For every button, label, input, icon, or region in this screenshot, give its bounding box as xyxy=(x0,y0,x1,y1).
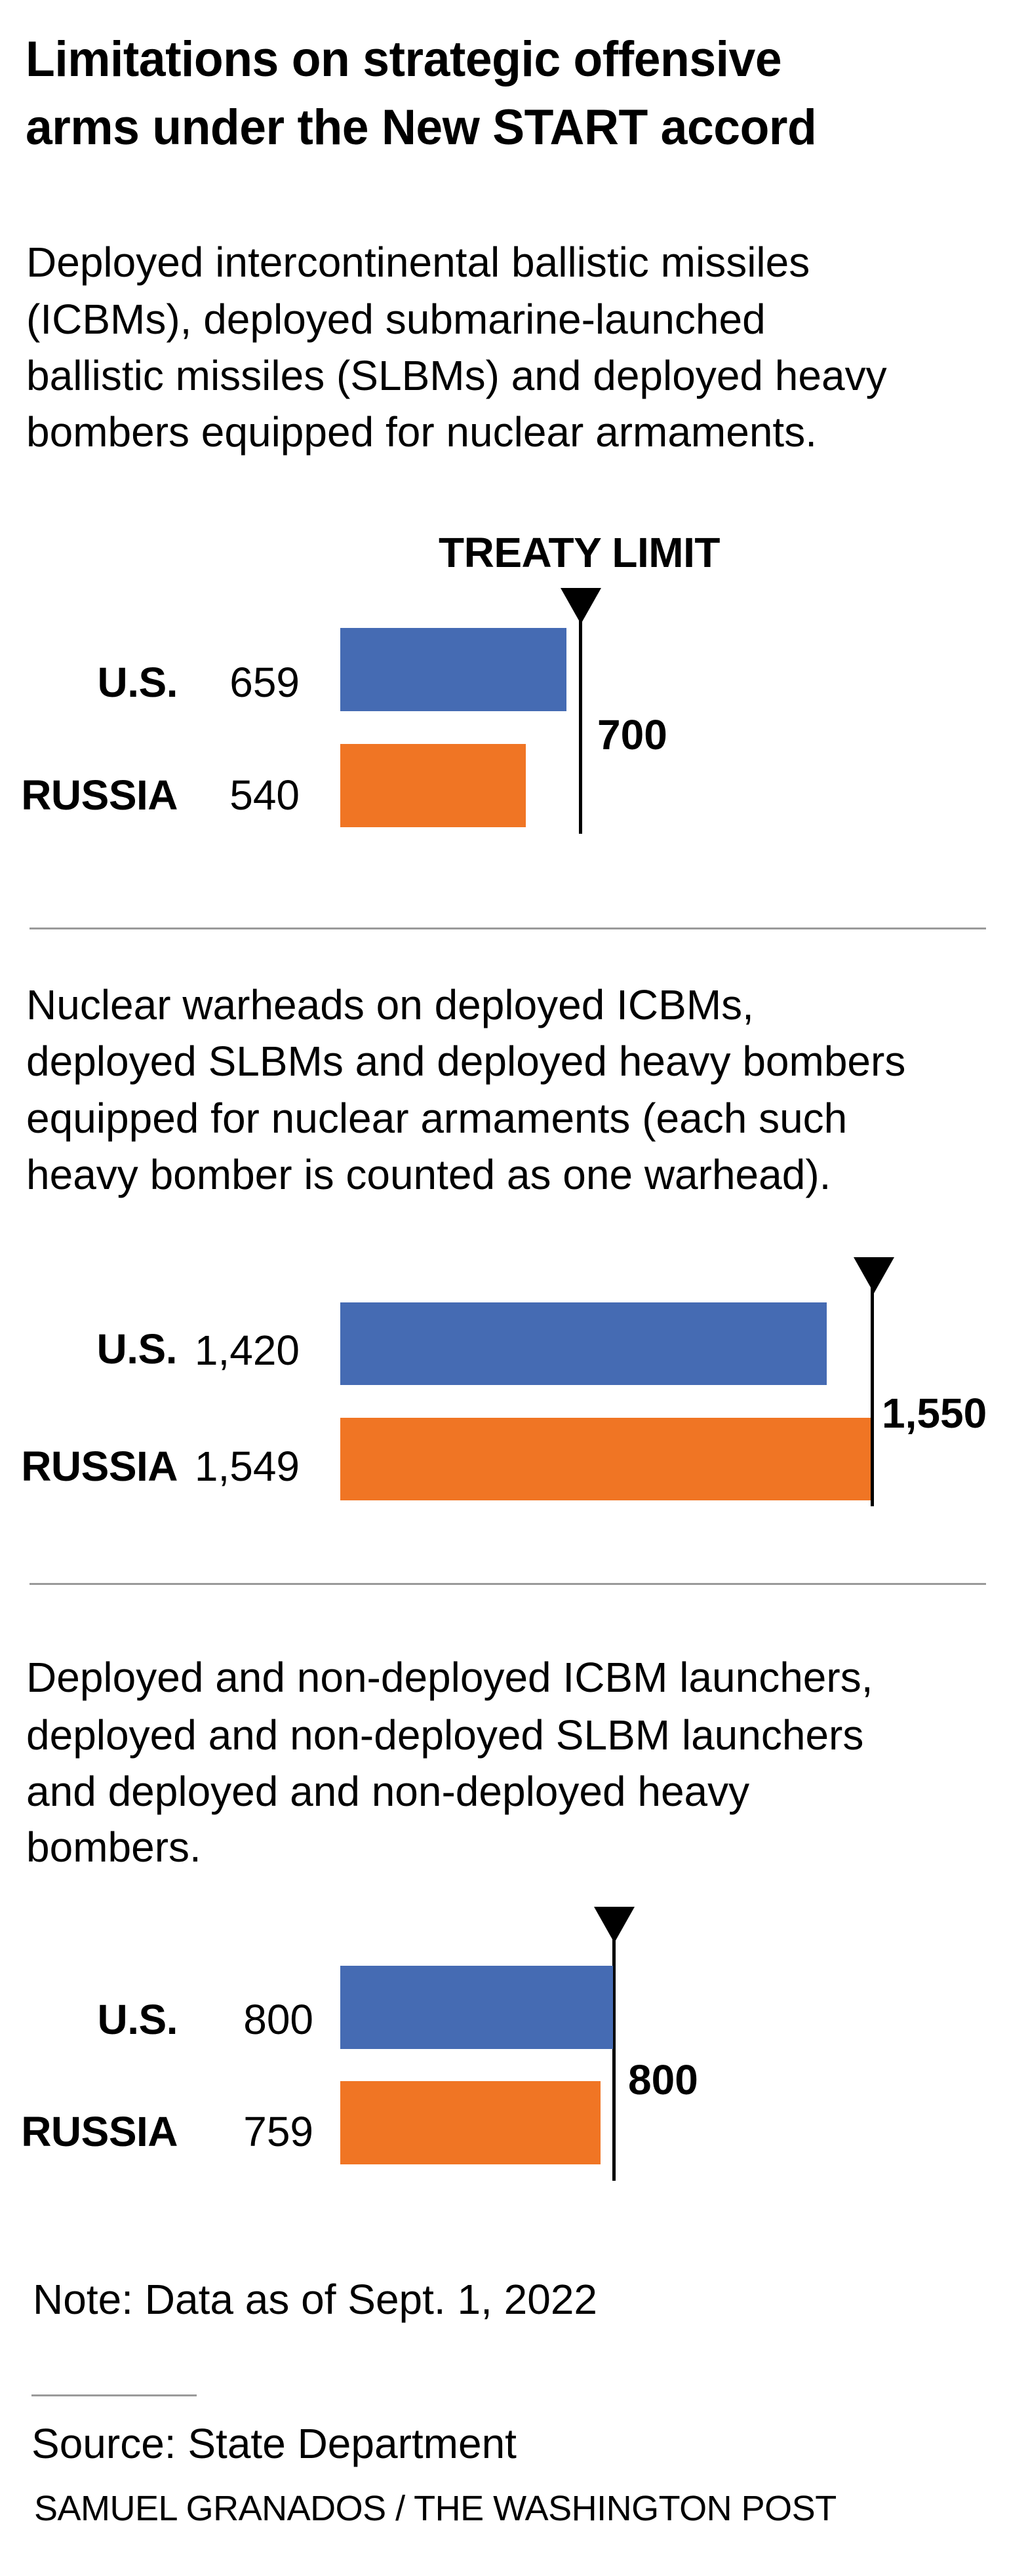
row-value-us: 800 xyxy=(243,1996,313,2043)
treaty-limit-line xyxy=(612,1934,616,2181)
row-label-us: U.S. xyxy=(96,1325,178,1373)
section-1-description-line: bombers equipped for nuclear armaments. xyxy=(26,408,817,456)
section-divider xyxy=(30,1583,986,1585)
row-label-us: U.S. xyxy=(97,1996,178,2043)
bar-us xyxy=(340,1966,613,2049)
footnote: Note: Data as of Sept. 1, 2022 xyxy=(33,2276,597,2323)
section-2-description-line: deployed SLBMs and deployed heavy bomber… xyxy=(26,1038,906,1085)
bar-us xyxy=(340,628,566,711)
treaty-limit-line xyxy=(579,616,582,834)
section-1-description-line: Deployed intercontinental ballistic miss… xyxy=(26,239,810,286)
row-value-russia: 1,549 xyxy=(194,1443,300,1490)
section-3-description-line: and deployed and non-deployed heavy xyxy=(26,1768,750,1815)
treaty-limit-line xyxy=(871,1285,874,1506)
row-label-us: U.S. xyxy=(97,659,178,706)
section-1-description-line: (ICBMs), deployed submarine-launched xyxy=(26,296,766,343)
bar-russia xyxy=(340,744,526,827)
row-value-russia: 540 xyxy=(229,771,300,819)
treaty-limit-value: 700 xyxy=(597,711,667,758)
section-3-description-line: Deployed and non-deployed ICBM launchers… xyxy=(26,1654,873,1701)
treaty-limit-label: TREATY LIMIT xyxy=(439,529,720,576)
treaty-limit-marker-icon xyxy=(854,1257,894,1293)
section-2-description-line: Nuclear warheads on deployed ICBMs, xyxy=(26,981,754,1028)
section-3-description-line: deployed and non-deployed SLBM launchers xyxy=(26,1711,864,1759)
row-value-russia: 759 xyxy=(243,2108,313,2155)
row-value-us: 1,420 xyxy=(194,1327,300,1374)
bar-russia xyxy=(340,1418,871,1500)
chart-title-line-2: arms under the New START accord xyxy=(26,100,817,155)
row-value-us: 659 xyxy=(229,659,300,706)
row-label-russia: RUSSIA xyxy=(21,771,178,819)
source-line: Source: State Department xyxy=(31,2420,517,2467)
credit-line: SAMUEL GRANADOS / THE WASHINGTON POST xyxy=(34,2489,837,2528)
bar-russia xyxy=(340,2081,601,2164)
row-label-russia: RUSSIA xyxy=(21,1443,178,1490)
treaty-limit-value: 1,550 xyxy=(882,1390,987,1437)
section-divider xyxy=(30,927,986,929)
bar-us xyxy=(340,1302,827,1385)
section-2-description-line: heavy bomber is counted as one warhead). xyxy=(26,1151,831,1198)
row-label-russia: RUSSIA xyxy=(21,2108,178,2155)
treaty-limit-value: 800 xyxy=(628,2056,698,2103)
chart-title-line-1: Limitations on strategic offensive xyxy=(26,31,782,87)
footer-rule xyxy=(31,2394,197,2396)
section-2-description-line: equipped for nuclear armaments (each suc… xyxy=(26,1095,848,1142)
section-1-description-line: ballistic missiles (SLBMs) and deployed … xyxy=(26,352,887,399)
section-3-description-line: bombers. xyxy=(26,1824,201,1871)
